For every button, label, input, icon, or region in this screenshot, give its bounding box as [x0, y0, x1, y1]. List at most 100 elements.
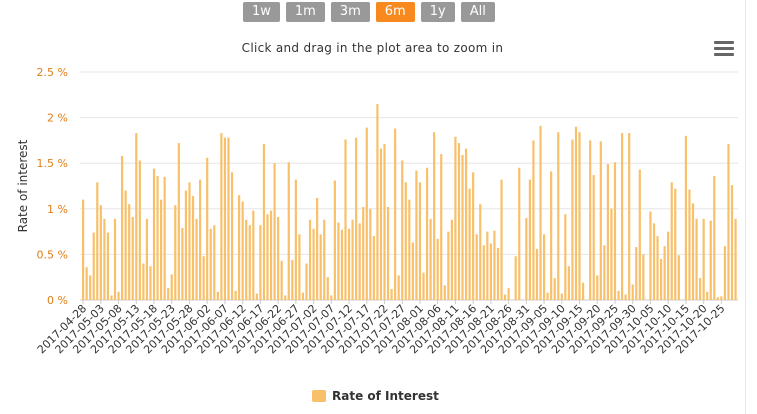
- bar: [337, 222, 340, 300]
- bar: [383, 144, 386, 300]
- bar: [482, 245, 485, 300]
- range-selector: 1w 1m 3m 6m 1y All: [243, 2, 495, 22]
- bar: [326, 277, 329, 300]
- bar: [241, 201, 244, 300]
- bar: [603, 245, 606, 300]
- bar: [308, 219, 312, 300]
- bar: [99, 205, 102, 300]
- bar: [610, 208, 613, 300]
- bar: [684, 135, 688, 300]
- range-button-3m[interactable]: 3m: [330, 2, 370, 22]
- bar: [262, 144, 266, 300]
- range-button-1w[interactable]: 1w: [243, 2, 280, 22]
- range-button-1y[interactable]: 1y: [420, 2, 455, 22]
- bar: [255, 293, 258, 300]
- bar: [319, 234, 322, 300]
- bar: [202, 256, 205, 300]
- bar: [620, 133, 624, 300]
- bar: [489, 243, 492, 300]
- bar: [209, 228, 212, 300]
- bar: [550, 171, 553, 300]
- range-button-1m[interactable]: 1m: [285, 2, 325, 22]
- bar: [269, 210, 273, 300]
- bar: [266, 214, 269, 300]
- bar: [404, 182, 407, 300]
- bar: [628, 133, 631, 300]
- bar: [638, 169, 641, 300]
- bar: [596, 275, 599, 300]
- bar: [578, 132, 581, 300]
- bar: [667, 231, 670, 300]
- bar: [518, 167, 521, 300]
- bar: [613, 162, 617, 300]
- hamburger-menu-icon[interactable]: [714, 41, 734, 59]
- bar: [447, 231, 450, 300]
- bar: [195, 218, 198, 300]
- bar: [574, 126, 578, 300]
- bar: [135, 133, 138, 300]
- bar: [528, 179, 531, 300]
- bar: [649, 211, 652, 300]
- bar: [234, 290, 237, 300]
- bar: [546, 292, 549, 300]
- bar: [461, 154, 464, 300]
- bar: [124, 190, 127, 300]
- bar: [493, 230, 496, 300]
- bar: [245, 219, 248, 300]
- bar: [128, 204, 131, 300]
- bar: [376, 103, 379, 300]
- y-tick-label: 2 %: [47, 112, 68, 125]
- bar: [323, 219, 326, 300]
- bar: [539, 125, 542, 300]
- range-button-all[interactable]: All: [460, 2, 495, 22]
- bar: [730, 185, 734, 300]
- bar: [188, 182, 191, 300]
- bar: [535, 248, 539, 300]
- bar: [496, 248, 500, 300]
- bar: [652, 223, 656, 300]
- bar: [560, 293, 563, 300]
- bar: [390, 289, 393, 300]
- bar: [472, 172, 475, 300]
- bar: [103, 218, 106, 300]
- bar: [659, 258, 663, 300]
- bar: [663, 246, 666, 300]
- bar: [145, 218, 149, 300]
- bar: [252, 210, 255, 300]
- bar: [507, 288, 510, 300]
- bar: [713, 175, 716, 300]
- bar: [408, 199, 411, 300]
- bar: [216, 291, 219, 300]
- chart-right-divider: [745, 0, 746, 414]
- bar: [206, 157, 209, 300]
- bar: [425, 167, 429, 300]
- bar: [415, 170, 418, 300]
- bar: [411, 242, 414, 300]
- bar: [418, 182, 422, 300]
- bar: [220, 133, 223, 300]
- bar: [433, 132, 436, 300]
- bar: [702, 218, 705, 300]
- bar: [642, 254, 645, 300]
- bar: [163, 176, 166, 300]
- bar: [440, 154, 443, 300]
- bar: [695, 218, 698, 300]
- bar: [301, 292, 305, 300]
- bar: [223, 137, 227, 300]
- range-button-6m[interactable]: 6m: [375, 2, 415, 22]
- bar: [542, 234, 546, 300]
- bar: [589, 140, 592, 300]
- bar: [174, 205, 177, 300]
- bar: [358, 223, 361, 300]
- chart-plot[interactable]: 0 % 0.5 % 1 % 1.5 % 2 % 2.5 % Rate of interest…: [0, 0, 745, 385]
- bar: [450, 219, 453, 300]
- bar: [514, 256, 517, 300]
- bar: [709, 220, 712, 300]
- bar: [298, 234, 301, 300]
- bar: [723, 246, 727, 300]
- bar: [181, 227, 184, 300]
- bar: [149, 266, 152, 300]
- bar: [635, 247, 638, 300]
- legend-item[interactable]: Rate of Interest: [312, 389, 439, 403]
- bar: [199, 179, 202, 300]
